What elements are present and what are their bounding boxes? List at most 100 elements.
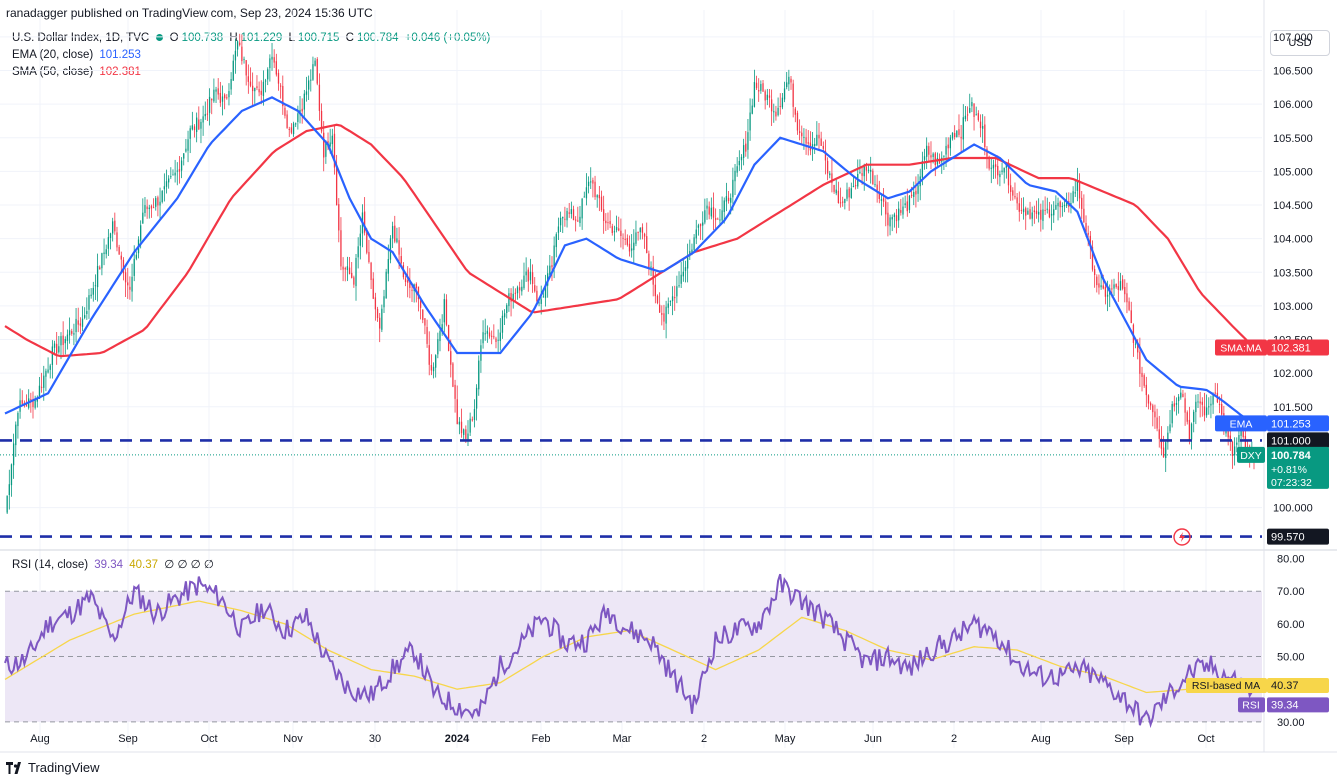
candle-body (314, 60, 316, 66)
symbol-title[interactable]: U.S. Dollar Index, 1D, TVC (12, 32, 150, 44)
candle-body (10, 464, 13, 486)
candle-body (279, 85, 282, 87)
axes: 107.000106.500106.000105.500105.000104.5… (0, 0, 1337, 753)
candle-body (6, 495, 8, 513)
candle-body (1057, 202, 1059, 207)
legend-rsi[interactable]: RSI (14, close) 39.34 40.37 ∅ ∅ ∅ ∅ (12, 557, 217, 571)
candle-body (900, 210, 902, 213)
candle-body (848, 188, 850, 198)
candle-body (495, 338, 497, 343)
candle-body (1040, 209, 1042, 220)
candle-body (1173, 403, 1175, 407)
rsi-line (4, 573, 1255, 729)
candle-body (355, 257, 357, 287)
candle-body (915, 190, 917, 195)
legend-sma[interactable]: SMA (50, close) 102.381 (12, 66, 144, 78)
candle-body (979, 121, 982, 129)
candle-body (661, 313, 663, 315)
candle-body (1115, 283, 1117, 288)
candle-body (994, 164, 997, 167)
candle-body (142, 212, 144, 224)
candle-body (1007, 162, 1010, 186)
candle-body (112, 221, 114, 234)
candle-body (501, 315, 504, 333)
candle-body (168, 178, 170, 183)
candle-body (320, 110, 323, 132)
candle-body (826, 160, 829, 174)
candle-body (997, 165, 999, 176)
candle-body (745, 143, 747, 152)
candle-body (15, 424, 17, 446)
candle-body (775, 111, 777, 117)
lightning-icon-ring (1173, 528, 1191, 546)
candle-body (607, 222, 609, 224)
dxy-change: +0.81% (1271, 464, 1307, 476)
candle-body (945, 145, 947, 155)
candle-body (1025, 208, 1027, 216)
candle-body (331, 135, 333, 145)
candle-body (1078, 181, 1081, 199)
time-tick-label: Oct (200, 733, 217, 745)
price-tick-label: 102.000 (1273, 368, 1313, 380)
candle-body (1091, 246, 1094, 270)
candle-body (747, 132, 749, 150)
currency-button[interactable]: USD (1270, 30, 1330, 56)
candle-body (781, 97, 784, 108)
candle-body (753, 82, 756, 107)
time-tick-label: Sep (118, 733, 138, 745)
candle-body (930, 155, 932, 158)
candle-body (514, 292, 517, 294)
candle-body (1156, 417, 1158, 429)
candle-body (94, 285, 97, 287)
o-value: 100.738 (181, 32, 224, 44)
candle-body (878, 192, 880, 199)
candle-body (1169, 424, 1171, 432)
candle-body (79, 323, 82, 326)
candle-body (932, 153, 934, 157)
candle-body (493, 336, 495, 338)
candle-body (941, 157, 943, 162)
candle-body (613, 231, 616, 233)
candle-body (413, 284, 415, 292)
candle-body (486, 330, 489, 334)
candle-body (637, 231, 639, 233)
candle-body (1212, 393, 1214, 405)
candle-body (1214, 392, 1216, 394)
legend-ema[interactable]: EMA (20, close) 101.253 (12, 49, 144, 61)
candle-body (926, 145, 928, 157)
time-tick-label: Jun (864, 733, 882, 745)
candle-body (282, 86, 284, 107)
candle-body (1147, 395, 1150, 404)
candle-body (342, 266, 344, 270)
candle-body (58, 346, 60, 353)
candle-body (889, 217, 891, 227)
candle-body (1020, 209, 1023, 211)
candle-body (1048, 209, 1051, 218)
sma-tag-value-bg (1267, 339, 1329, 356)
candle-body (262, 81, 265, 96)
candle-body (1149, 403, 1152, 406)
candle-body (714, 218, 717, 221)
candle-body (333, 133, 336, 168)
candle-body (521, 286, 523, 292)
candle-body (917, 185, 919, 194)
candle-body (1010, 185, 1012, 192)
candle-body (17, 413, 19, 427)
candle-body (269, 58, 271, 69)
candle-body (1046, 208, 1048, 210)
candle-body (779, 105, 781, 107)
candle-body (717, 218, 719, 220)
candle-body (383, 296, 385, 308)
candle-body (549, 265, 551, 276)
candle-body (327, 141, 329, 148)
candle-body (146, 206, 148, 210)
candle-body (794, 108, 796, 115)
candle-body (292, 123, 295, 135)
ema-legend-value: 101.253 (99, 49, 141, 61)
candle-body (417, 286, 420, 300)
candle-body (1177, 396, 1180, 402)
candle-body (38, 385, 41, 400)
candle-body (215, 89, 217, 92)
candle-body (742, 145, 745, 158)
candle-body (969, 107, 971, 113)
